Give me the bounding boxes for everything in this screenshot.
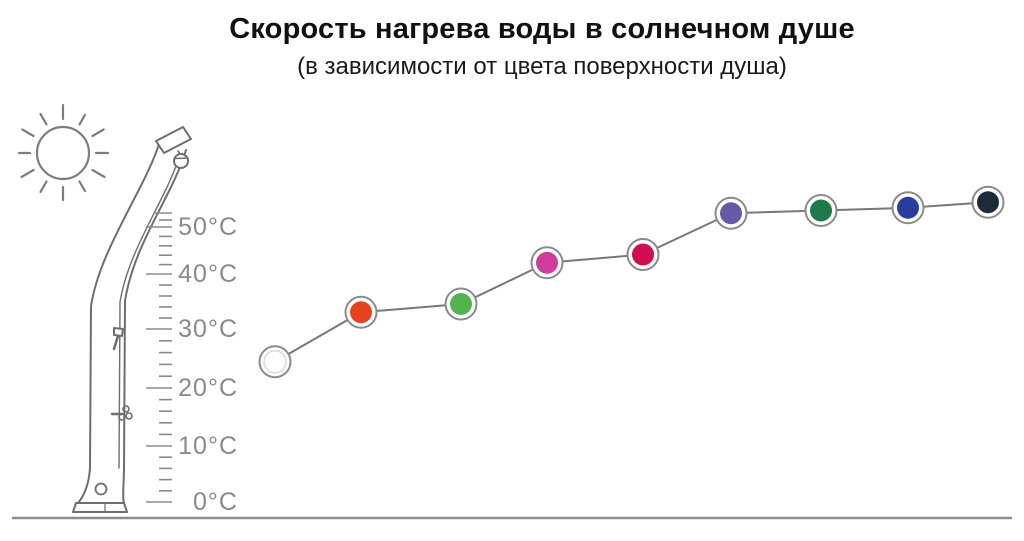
data-point-crimson [626,238,660,271]
tap-knob [125,412,133,420]
thermometer-ruler-scale [146,212,172,503]
sun-ray [39,112,48,126]
data-point-fill [450,293,472,315]
shower-nozzle-detail [174,157,189,160]
tap-knob [118,413,126,421]
sun-ray [78,180,87,193]
data-point-red-orange [344,295,378,329]
scale-label-40c: 40°C [178,260,238,288]
sun-ray [20,168,35,179]
sun-ray [91,128,105,138]
data-point-fill [810,199,832,222]
data-point-blue [891,191,925,225]
shower-nozzle [173,153,189,169]
shower-head-cap [155,126,192,154]
data-point-dark-navy [971,185,1005,219]
data-point-green [444,287,478,321]
sun-ray [21,128,35,138]
data-point-dark-green [804,194,838,227]
sun-ray [39,180,48,194]
mixer-handle-lever [112,334,120,351]
scale-label-50c: 50°C [178,213,238,241]
scale-label-0c: 0°C [193,488,238,516]
data-point-fill [350,301,372,324]
data-point-fill [263,350,287,374]
scale-label-20c: 20°C [178,374,238,402]
sun-icon [17,103,110,202]
sun-disc [35,125,91,181]
page-subtitle: (в зависимости от цвета поверхности душа… [297,53,787,80]
scale-label-10c: 10°C [178,432,238,460]
data-point-purple [714,196,748,230]
data-point-pink [530,246,564,280]
data-point-fill [977,191,999,214]
data-point-fill [720,202,742,225]
scale-label-30c: 30°C [178,315,238,343]
data-point-fill [632,243,654,266]
heating-curve [258,185,1005,379]
solar-shower-icon [72,126,192,513]
data-point-fill [897,196,919,219]
line-series [274,201,989,363]
mixer-handle-mount [113,327,124,337]
sun-ray [78,113,87,126]
shower-base-plate [72,502,128,513]
data-point-fill [536,251,558,274]
tap-knob [122,405,130,413]
shower-pole-seam [118,153,181,469]
shower-port-circle [94,482,108,496]
shower-pole-right-edge [122,149,187,504]
page-title: Скорость нагрева воды в солнечном душе [229,13,855,45]
data-point-white [258,345,292,379]
shower-pole-left-edge [76,140,161,505]
sun-ray [91,168,106,179]
